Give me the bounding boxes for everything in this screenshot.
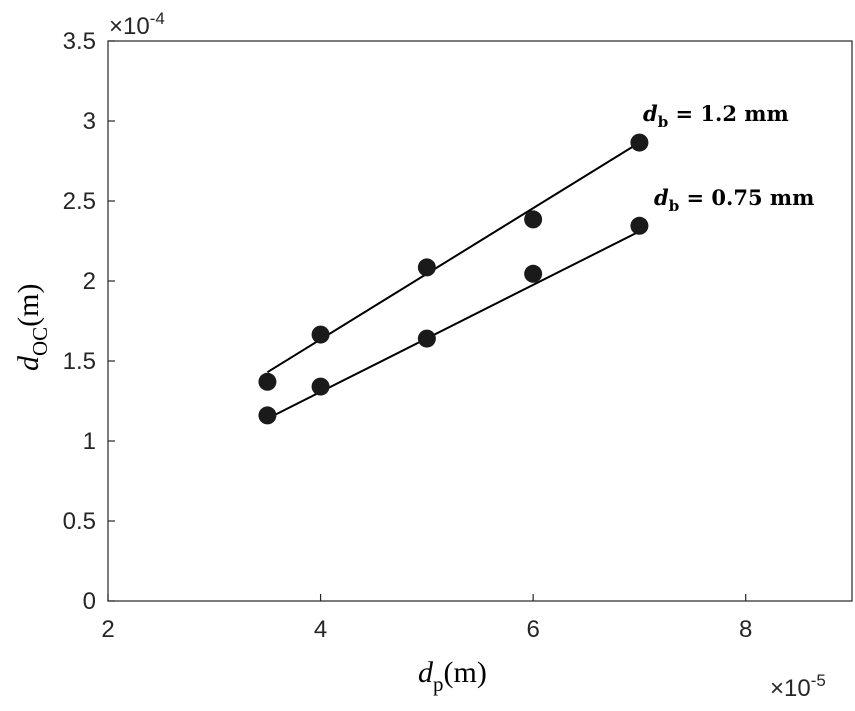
x-tick-label: 6 (526, 616, 539, 643)
data-point-series-1 (630, 133, 649, 152)
plot-area (107, 40, 853, 602)
y-tick-label: 2.5 (63, 188, 96, 215)
x-ticks: 2 4 6 8 (101, 594, 752, 643)
y-exponent-label: ×10-4 (109, 9, 165, 40)
y-tick-label: 2 (83, 268, 96, 295)
y-tick-label: 0.5 (63, 508, 96, 535)
data-point-series-2 (524, 264, 543, 283)
x-exponent-label: ×10-5 (770, 671, 826, 702)
data-point-series-2 (630, 216, 649, 235)
data-point-series-1 (417, 258, 436, 277)
data-point-series-2 (311, 377, 330, 396)
x-axis-label: dp(m) (418, 656, 487, 696)
x-tick-label: 8 (739, 616, 752, 643)
data-point-series-1 (258, 372, 277, 391)
data-point-series-1 (524, 210, 543, 229)
y-ticks: 0 0.5 1 1.5 2 2.5 3 3.5 (63, 28, 115, 615)
x-tick-label: 2 (101, 616, 114, 643)
series-label-0-75mm: db = 0.75 mm (654, 185, 814, 215)
data-point-series-2 (417, 329, 436, 348)
y-axis-label: dOC(m) (12, 283, 52, 371)
y-tick-label: 1.5 (63, 348, 96, 375)
y-tick-label: 3.5 (63, 28, 96, 55)
x-tick-label: 4 (314, 616, 327, 643)
y-tick-label: 0 (83, 588, 96, 615)
data-point-series-2 (258, 406, 277, 425)
y-tick-label: 1 (83, 428, 96, 455)
y-tick-label: 3 (83, 108, 96, 135)
data-points (258, 133, 649, 425)
data-point-series-1 (311, 325, 330, 344)
series-label-1-2mm: db = 1.2 mm (643, 101, 789, 131)
